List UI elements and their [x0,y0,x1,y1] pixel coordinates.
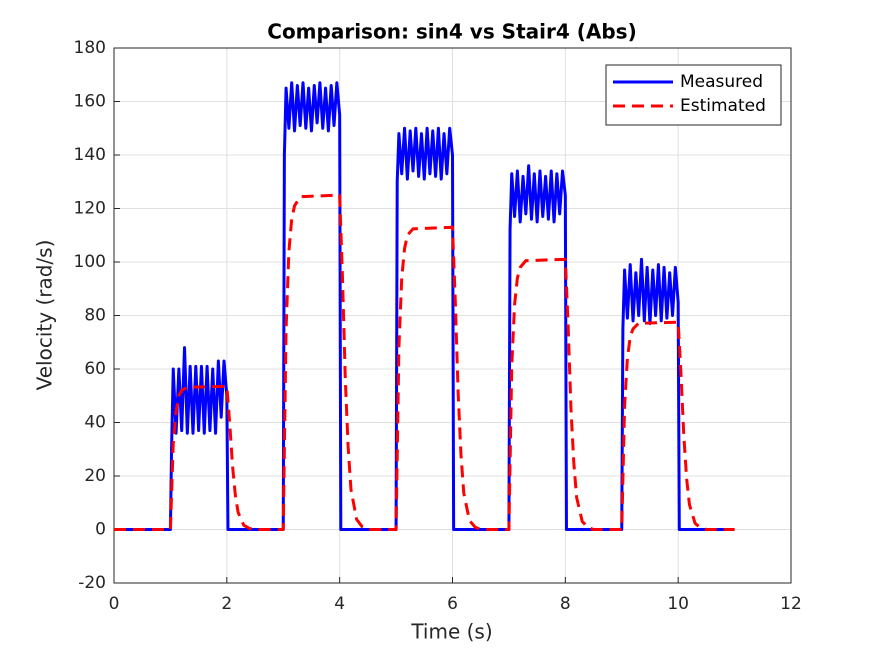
y-tick-label: 0 [95,520,106,540]
y-tick-label: -20 [78,573,106,593]
axes-box [113,47,792,584]
x-axis-label: Time (s) [410,620,492,644]
x-tick-label: 4 [334,594,345,614]
legend-box [605,64,782,126]
x-tick-label: 2 [221,594,232,614]
y-tick-label: 140 [74,145,106,165]
y-tick-label: 80 [84,306,106,326]
y-tick-label: 20 [84,466,106,486]
x-tick-label: 12 [780,594,802,614]
y-tick-label: 60 [84,359,106,379]
series-line [114,193,735,531]
y-tick-label: 40 [84,413,106,433]
y-tick-label: 120 [74,199,106,219]
y-tick-label: 100 [74,252,106,272]
chart-title: Comparison: sin4 vs Stair4 (Abs) [267,20,636,44]
legend-label: Estimated [680,96,766,116]
x-tick-label: 10 [667,594,689,614]
x-tick-label: 0 [109,594,120,614]
y-axis-label: Velocity (rad/s) [33,240,57,391]
y-tick-label: 160 [74,92,106,112]
y-tick-label: 180 [74,38,106,58]
legend-label: Measured [680,72,763,92]
x-tick-label: 6 [447,594,458,614]
series-line [114,81,735,531]
x-tick-label: 8 [560,594,571,614]
